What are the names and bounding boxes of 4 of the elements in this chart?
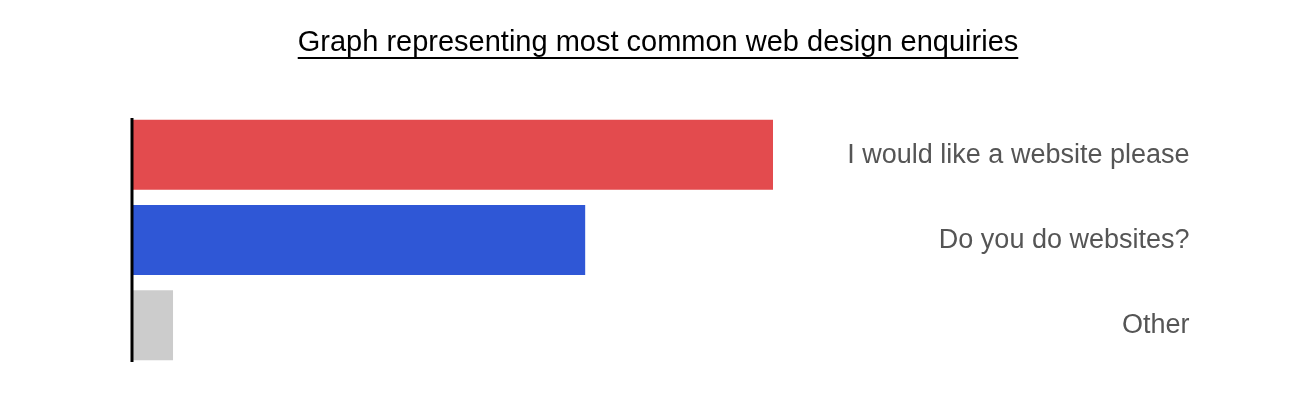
chart-title: Graph representing most common web design enquiries [296, 24, 1020, 59]
y-tick-label: Do you do websites? [938, 224, 1190, 254]
y-tick-label: I would like a website please [847, 138, 1190, 169]
y-tick-label: Other [1121, 309, 1190, 340]
